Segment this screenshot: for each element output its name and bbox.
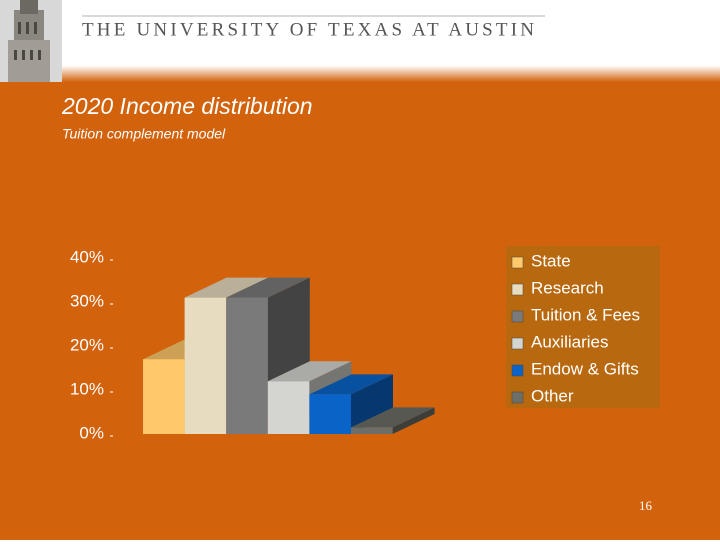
chart-title: 2020 Income distribution — [61, 93, 313, 119]
bar-top — [184, 277, 269, 298]
legend-label: Endow & Gifts — [531, 359, 639, 378]
legend-label: Tuition & Fees — [531, 305, 640, 324]
bar-top — [309, 374, 393, 395]
bar — [267, 381, 310, 434]
legend-label: State — [531, 251, 571, 270]
legend-label: Research — [531, 278, 604, 297]
page-number: 16 — [639, 498, 653, 513]
y-tick-label: 40% — [70, 247, 104, 266]
bar — [351, 427, 393, 434]
legend-swatch — [511, 256, 524, 269]
y-tick-label: 0% — [79, 423, 104, 442]
y-tick-label: 20% — [70, 335, 104, 354]
legend-swatch — [511, 391, 524, 404]
bar — [143, 359, 185, 434]
bar-side — [351, 374, 393, 434]
legend-swatch — [511, 283, 524, 296]
bar-top — [351, 407, 435, 428]
legend-label: Other — [531, 386, 574, 405]
legend-label: Auxiliaries — [531, 332, 608, 351]
header-band — [0, 0, 720, 82]
legend-swatch — [511, 310, 524, 323]
header-title: THE UNIVERSITY OF TEXAS AT AUSTIN — [82, 19, 537, 40]
bar — [309, 394, 351, 434]
bar-side — [392, 407, 435, 434]
bar — [184, 297, 227, 434]
chart-subtitle: Tuition complement model — [62, 126, 226, 142]
legend-box — [506, 246, 660, 408]
y-tick-label: 10% — [70, 379, 104, 398]
legend-swatch — [511, 337, 524, 350]
bar-top — [226, 277, 310, 298]
y-tick-label: 30% — [70, 291, 104, 310]
legend-swatch — [511, 364, 524, 377]
tower-image — [0, 0, 62, 82]
bar-top — [267, 361, 352, 382]
bar — [226, 297, 268, 434]
